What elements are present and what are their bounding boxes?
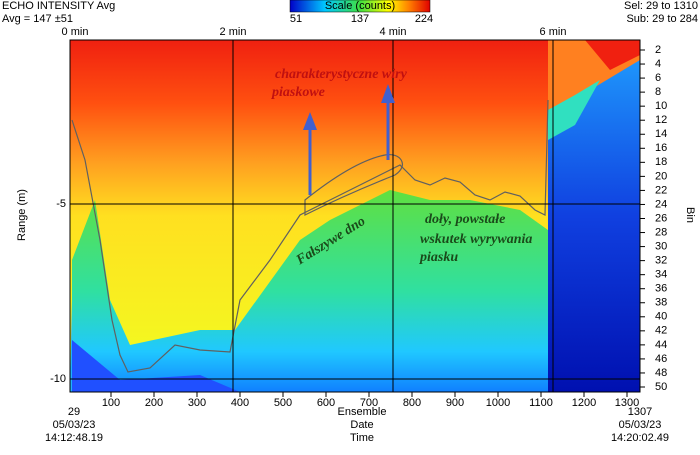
bin-tick-label: 26	[655, 212, 667, 224]
range-tick: -10	[50, 373, 66, 385]
scale-tick: 137	[351, 13, 369, 25]
bin-tick-label: 28	[655, 226, 667, 238]
bin-tick-label: 4	[655, 58, 661, 70]
annotation: doły, powstałe	[425, 212, 505, 227]
bin-tick-label: 20	[655, 170, 667, 182]
footer-label: 29	[68, 406, 80, 418]
bin-tick-label: 18	[655, 156, 667, 168]
ensemble-tick-label: 1200	[572, 397, 596, 409]
selection: Sel: 29 to 1310	[624, 0, 698, 12]
ensemble-tick-label: 500	[274, 397, 292, 409]
bin-tick-label: 40	[655, 311, 667, 323]
ensemble-tick-label: 1000	[486, 397, 510, 409]
bin-tick-label: 14	[655, 128, 667, 140]
annotation: piasku	[419, 250, 458, 265]
time-tick: 4 min	[380, 26, 407, 38]
bin-tick-label: 10	[655, 100, 667, 112]
footer-label: Ensemble	[338, 406, 387, 418]
bin-tick-label: 22	[655, 184, 667, 196]
bin-tick-label: 30	[655, 240, 667, 252]
bin-tick-label: 2	[655, 44, 661, 56]
bin-tick-label: 38	[655, 297, 667, 309]
ensemble-tick-label: 200	[145, 397, 163, 409]
title: ECHO INTENSITY Avg	[2, 0, 115, 12]
ensemble-tick-label: 1300	[615, 397, 639, 409]
ensemble-tick-label: 100	[102, 397, 120, 409]
bin-tick-label: 42	[655, 325, 667, 337]
echo-image	[69, 39, 641, 393]
range-axis-label: Range (m)	[16, 189, 28, 241]
bin-tick-label: 50	[655, 381, 667, 393]
annotation: piaskowe	[271, 85, 325, 100]
ensemble-tick-label: 600	[317, 397, 335, 409]
footer-label: 14:20:02.49	[611, 432, 669, 444]
scale-tick: 51	[290, 13, 302, 25]
bin-tick-label: 8	[655, 86, 661, 98]
scale-label: Scale (counts)	[325, 0, 395, 12]
time-tick: 2 min	[220, 26, 247, 38]
ensemble-tick-label: 400	[231, 397, 249, 409]
bin-tick-label: 16	[655, 142, 667, 154]
bin-tick-label: 6	[655, 72, 661, 84]
bin-tick-label: 32	[655, 255, 667, 267]
bin-tick-label: 46	[655, 353, 667, 365]
time-tick: 0 min	[62, 26, 89, 38]
bin-tick-label: 48	[655, 367, 667, 379]
bin-tick-label: 36	[655, 283, 667, 295]
bin-tick-label: 44	[655, 339, 667, 351]
ensemble-tick-label: 300	[188, 397, 206, 409]
footer-label: 1307	[628, 406, 652, 418]
ensemble-tick-label: 700	[360, 397, 378, 409]
footer-label: 05/03/23	[619, 419, 662, 431]
bin-tick-label: 12	[655, 114, 667, 126]
footer-label: 14:12:48.19	[45, 432, 103, 444]
scale-tick: 224	[415, 13, 433, 25]
footer-label: Time	[350, 432, 374, 444]
annotation: charakterystyczne wiry	[275, 67, 408, 82]
bin-axis-label: Bin	[684, 207, 696, 223]
time-tick: 6 min	[540, 26, 567, 38]
annotation: wskutek wyrywania	[420, 232, 532, 247]
subset: Sub: 29 to 284	[626, 13, 698, 25]
ensemble-tick-label: 800	[403, 397, 421, 409]
footer-label: 05/03/23	[53, 419, 96, 431]
ensemble-tick-label: 1100	[529, 397, 553, 409]
bin-tick-label: 24	[655, 198, 667, 210]
range-tick: -5	[56, 198, 66, 210]
bin-tick-label: 34	[655, 269, 667, 281]
color-scale	[289, 0, 431, 13]
average: Avg = 147 ±51	[2, 13, 73, 25]
footer-label: Date	[350, 419, 373, 431]
ensemble-tick-label: 900	[446, 397, 464, 409]
